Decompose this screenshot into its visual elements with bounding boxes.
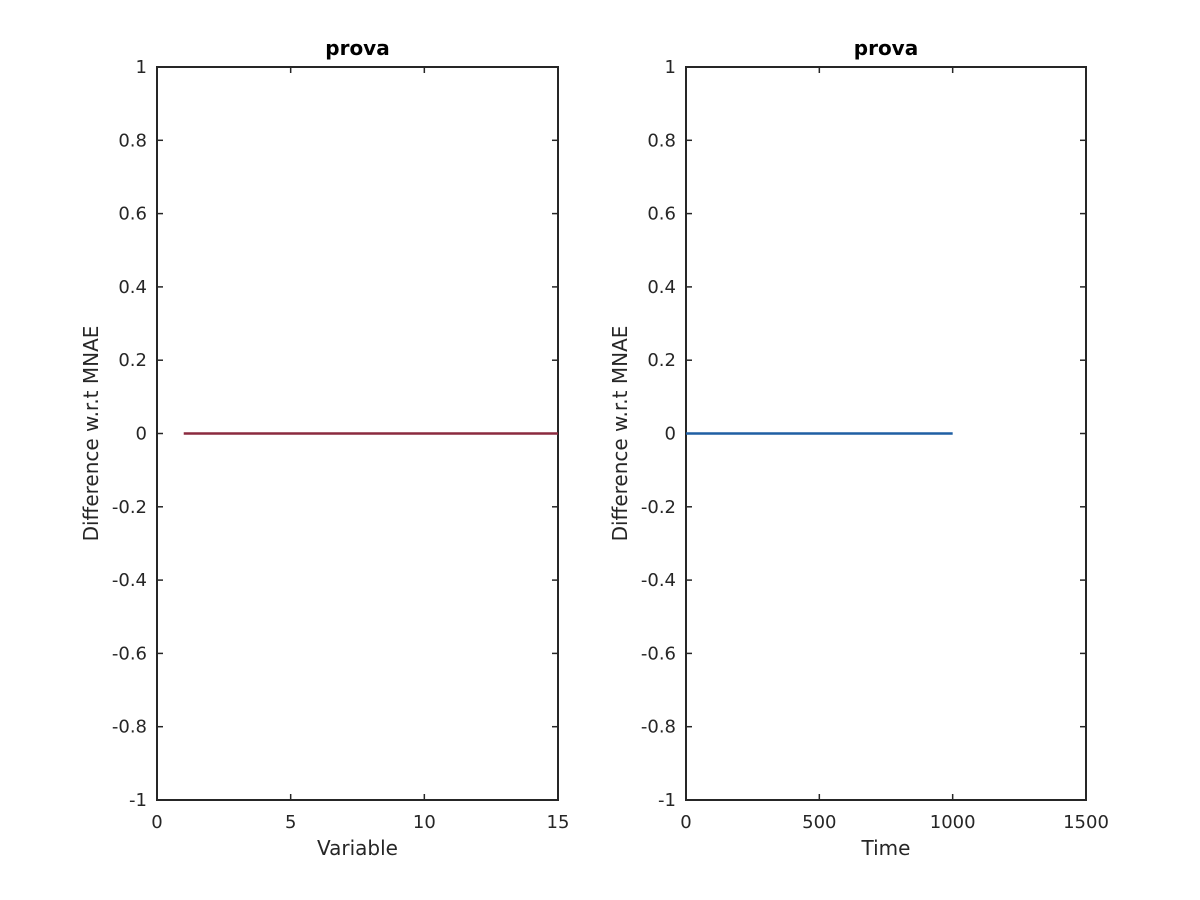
chart-left: -1-0.8-0.6-0.4-0.200.20.40.60.810 5 10 15 p… [79, 36, 569, 860]
y-tick-label: -0.4 [112, 570, 147, 591]
y-tick-label: 0.8 [647, 130, 676, 151]
y-tick-label: 0.8 [118, 130, 147, 151]
y-tick-label: 0 [665, 424, 676, 445]
y-tick-label: 0.6 [118, 204, 147, 225]
y-axis-label: Difference w.r.t MNAE [608, 326, 632, 542]
y-tick-label: -0.2 [112, 497, 147, 518]
y-tick-label: 0 [136, 424, 147, 445]
ticks: -1 -0.8 -0.6 -0.4 -0.2 0 0.2 0.4 0.6 0.8 1 0 500 1000… [641, 57, 1109, 833]
y-tick-label: -1 [129, 790, 147, 811]
x-tick-label: 15 [547, 812, 570, 833]
y-tick-label: 1 [665, 57, 676, 78]
x-tick-label: 0 [680, 812, 691, 833]
ticks: -1-0.8-0.6-0.4-0.200.20.40.60.810 5 10 15 [112, 57, 570, 833]
y-tick-label: -0.6 [641, 643, 676, 664]
y-tick-label: -0.2 [641, 497, 676, 518]
y-tick-label: 0.6 [647, 204, 676, 225]
chart-title: prova [854, 36, 918, 60]
y-tick-label: -1 [658, 790, 676, 811]
chart-right: -1 -0.8 -0.6 -0.4 -0.2 0 0.2 0.4 0.6 0.8 1 0 500 1000… [608, 36, 1109, 860]
chart-title: prova [325, 36, 389, 60]
y-tick-label: 1 [136, 57, 147, 78]
y-tick-label: -0.6 [112, 643, 147, 664]
y-tick-label: 0.4 [118, 277, 147, 298]
y-tick-label: 0.2 [118, 350, 147, 371]
y-tick-label: -0.8 [112, 717, 147, 738]
y-tick-label: 0.2 [647, 350, 676, 371]
y-tick-label: 0.4 [647, 277, 676, 298]
x-axis-label: Variable [317, 836, 398, 860]
y-axis-label: Difference w.r.t MNAE [79, 326, 103, 542]
x-tick-label: 1000 [930, 812, 976, 833]
x-tick-label: 500 [802, 812, 836, 833]
x-axis-label: Time [861, 836, 911, 860]
x-tick-label: 1500 [1063, 812, 1109, 833]
x-tick-label: 5 [285, 812, 296, 833]
y-tick-label: -0.4 [641, 570, 676, 591]
x-tick-label: 0 [151, 812, 162, 833]
y-tick-label: -0.8 [641, 717, 676, 738]
x-tick-label: 10 [413, 812, 436, 833]
